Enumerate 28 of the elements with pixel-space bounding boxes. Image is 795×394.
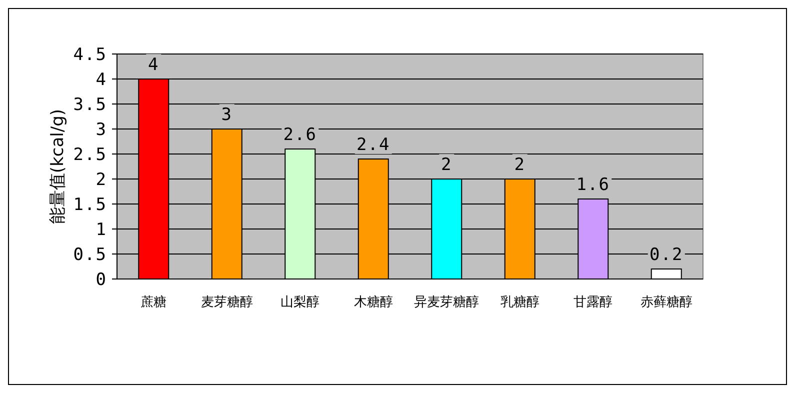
y-tick-label: 0 xyxy=(96,270,107,290)
data-label: 2 xyxy=(514,155,526,175)
x-tick-label: 乳糖醇 xyxy=(500,295,540,310)
x-tick-label: 蔗糖 xyxy=(140,295,167,310)
data-label: 2.4 xyxy=(356,135,390,155)
x-tick-label: 木糖醇 xyxy=(354,295,393,310)
x-tick-label: 赤藓糖醇 xyxy=(640,295,692,310)
x-tick-label: 麦芽糖醇 xyxy=(200,295,253,310)
data-label: 2.6 xyxy=(283,125,317,145)
y-tick-label: 3 xyxy=(96,120,107,140)
data-label: 0.2 xyxy=(650,245,684,265)
x-tick-label: 异麦芽糖醇 xyxy=(414,295,480,310)
y-tick-label: 4 xyxy=(96,70,107,90)
data-label: 4 xyxy=(148,55,160,75)
bar xyxy=(650,268,682,280)
data-label: 2 xyxy=(441,155,452,175)
y-tick-label: 3.5 xyxy=(73,95,107,115)
data-label: 1.6 xyxy=(576,175,610,195)
x-tick-label: 山梨醇 xyxy=(280,295,320,310)
y-tick-label: 1.5 xyxy=(73,195,107,215)
data-label: 3 xyxy=(221,105,232,125)
y-axis-title: 能量值(kcal/g) xyxy=(48,108,68,224)
y-tick-label: 1 xyxy=(96,220,107,240)
y-tick-label: 4.5 xyxy=(73,45,107,65)
x-tick-label: 甘露醇 xyxy=(574,295,613,310)
y-tick-label: 2 xyxy=(96,170,107,190)
y-tick-label: 2.5 xyxy=(73,145,107,165)
y-tick-label: 0.5 xyxy=(73,245,107,265)
